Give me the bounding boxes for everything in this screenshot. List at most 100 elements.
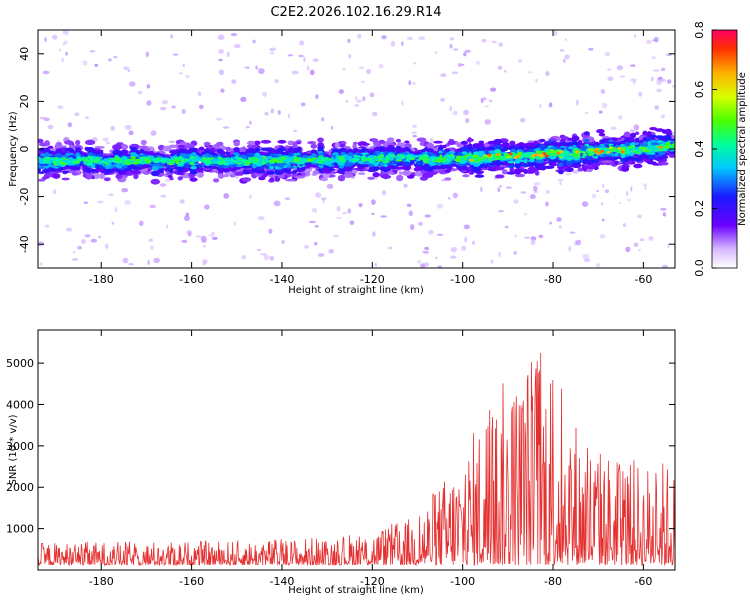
spectrogram-noise-blob bbox=[604, 52, 611, 57]
spectrogram-ridge-blob bbox=[311, 153, 317, 158]
spectrogram-ridge-blob bbox=[217, 167, 224, 173]
spectrogram-noise-blob bbox=[338, 89, 344, 94]
spectrogram-noise-blob bbox=[84, 234, 91, 238]
spectrogram-ridge-blob bbox=[337, 161, 345, 166]
spectrogram-noise-blob bbox=[562, 58, 566, 63]
spectrogram-noise-blob bbox=[381, 35, 387, 40]
spectrogram-noise-blob bbox=[633, 79, 636, 85]
spectrogram-noise-blob bbox=[77, 245, 83, 250]
spectrogram-noise-blob bbox=[342, 68, 346, 71]
spectrogram-noise-blob bbox=[138, 220, 144, 227]
spectrogram-noise-blob bbox=[217, 34, 225, 41]
spectrogram-noise-blob bbox=[347, 208, 352, 214]
spectrogram-noise-blob bbox=[298, 54, 304, 58]
spectrogram-ridge-blob bbox=[284, 150, 290, 154]
spectrogram-ridge-blob bbox=[55, 148, 63, 154]
spectrogram-ridge-blob bbox=[378, 139, 386, 144]
spectrogram-noise-blob bbox=[57, 105, 64, 110]
spectrogram-ridge-blob bbox=[396, 145, 401, 150]
spectrogram-noise-blob bbox=[146, 100, 152, 106]
spectrogram-ridge-blob bbox=[461, 151, 468, 155]
spectrogram-noise-blob bbox=[361, 80, 365, 84]
spectrogram-ridge-blob bbox=[277, 174, 286, 179]
spectrogram-noise-blob bbox=[179, 199, 185, 204]
spectrogram-noise-blob bbox=[108, 193, 114, 196]
spectrogram-noise-blob bbox=[315, 192, 322, 198]
spectrogram-ridge-blob bbox=[317, 137, 324, 143]
spectrogram-noise-blob bbox=[652, 69, 660, 72]
spectrogram-noise-blob bbox=[348, 54, 352, 59]
spectrogram-noise-blob bbox=[277, 110, 281, 115]
spectrogram-noise-blob bbox=[187, 231, 192, 237]
spectrogram-noise-blob bbox=[596, 190, 599, 192]
spectrogram-ridge-blob bbox=[514, 168, 522, 175]
spectrogram-ridge-blob bbox=[116, 164, 123, 169]
spectrogram-noise-blob bbox=[255, 65, 258, 70]
spectrogram-ridge-blob bbox=[253, 140, 261, 146]
spectrogram-noise-blob bbox=[559, 49, 565, 52]
spectrogram-noise-blob bbox=[312, 58, 319, 62]
spectrogram-ridge-blob bbox=[224, 146, 231, 151]
spectrogram-noise-blob bbox=[371, 111, 378, 117]
spectrogram-noise-blob bbox=[39, 262, 43, 266]
spectrogram-ridge-blob bbox=[657, 152, 666, 155]
spectrogram-noise-blob bbox=[268, 228, 273, 234]
spectrogram-ridge-blob bbox=[457, 151, 462, 156]
spectrogram-ridge-blob bbox=[438, 164, 448, 170]
spectrogram-noise-blob bbox=[464, 49, 472, 53]
spectrogram-noise-blob bbox=[424, 246, 429, 251]
spectrogram-ridge-blob bbox=[444, 169, 452, 173]
spectrogram-noise-blob bbox=[347, 38, 351, 43]
spectrogram-ridge-blob bbox=[310, 143, 318, 149]
spectrogram-noise-blob bbox=[662, 212, 667, 217]
spectrogram-noise-blob bbox=[591, 194, 597, 199]
spectrogram-noise-blob bbox=[362, 96, 366, 102]
spectrogram-noise-blob bbox=[660, 207, 667, 211]
spectrogram-ridge-blob bbox=[539, 144, 546, 148]
spectrogram-ridge-blob bbox=[509, 166, 515, 173]
spectrogram-noise-blob bbox=[660, 114, 666, 119]
spectrogram-noise-blob bbox=[530, 239, 536, 246]
spectrogram-noise-blob bbox=[381, 190, 387, 196]
spectrogram-ridge-blob bbox=[474, 174, 485, 178]
spectrogram-ridge-blob bbox=[38, 138, 44, 144]
spectrogram-ridge-blob bbox=[104, 170, 111, 175]
spectrogram-noise-blob bbox=[545, 201, 549, 207]
spectrogram-ridge-blob bbox=[534, 170, 540, 176]
spectrogram-noise-blob bbox=[314, 241, 318, 246]
spectrogram-ridge-blob bbox=[301, 167, 306, 171]
spectrogram-ridge-blob bbox=[655, 128, 665, 132]
spectrogram-noise-blob bbox=[328, 249, 334, 254]
spectrogram-noise-blob bbox=[181, 109, 186, 114]
spectrogram-ridge-blob bbox=[527, 166, 538, 173]
spectrogram-ridge-blob bbox=[168, 144, 178, 148]
spectrogram-noise-blob bbox=[168, 140, 175, 143]
spectrogram-noise-blob bbox=[436, 203, 444, 209]
spectrogram-ridge-blob bbox=[539, 138, 546, 143]
spectrogram-noise-blob bbox=[549, 221, 552, 225]
spectrogram-noise-blob bbox=[457, 63, 462, 67]
spectrogram-ridge-blob bbox=[646, 131, 652, 137]
spectrogram-noise-blob bbox=[535, 78, 538, 83]
spectrogram-ridge-blob bbox=[353, 141, 358, 145]
spectrogram-ridge-blob bbox=[614, 153, 619, 157]
spectrogram-noise-blob bbox=[274, 79, 279, 84]
spectrogram-noise-blob bbox=[378, 63, 384, 69]
spectrogram-noise-blob bbox=[98, 235, 101, 239]
spectrogram-noise-blob bbox=[358, 203, 363, 208]
spectrogram-noise-blob bbox=[52, 189, 57, 195]
spectrogram-noise-blob bbox=[636, 214, 643, 219]
spectrogram-ridge-blob bbox=[478, 146, 485, 150]
spectrogram-noise-blob bbox=[313, 207, 317, 214]
spectrogram-noise-blob bbox=[145, 51, 149, 58]
spectrogram-ridge-blob bbox=[129, 146, 137, 150]
spectrogram-noise-blob bbox=[514, 234, 517, 238]
spectrogram-ridge-blob bbox=[150, 178, 160, 185]
spectrogram-ridge-blob bbox=[84, 139, 96, 145]
spectrogram-noise-blob bbox=[619, 75, 626, 78]
spectrogram-noise-blob bbox=[287, 113, 291, 119]
spectrogram-ridge-blob bbox=[514, 158, 521, 164]
spectrogram-noise-blob bbox=[598, 110, 603, 114]
spectrogram-ridge-blob bbox=[391, 147, 396, 152]
spectrogram-ridge-blob bbox=[301, 172, 306, 176]
